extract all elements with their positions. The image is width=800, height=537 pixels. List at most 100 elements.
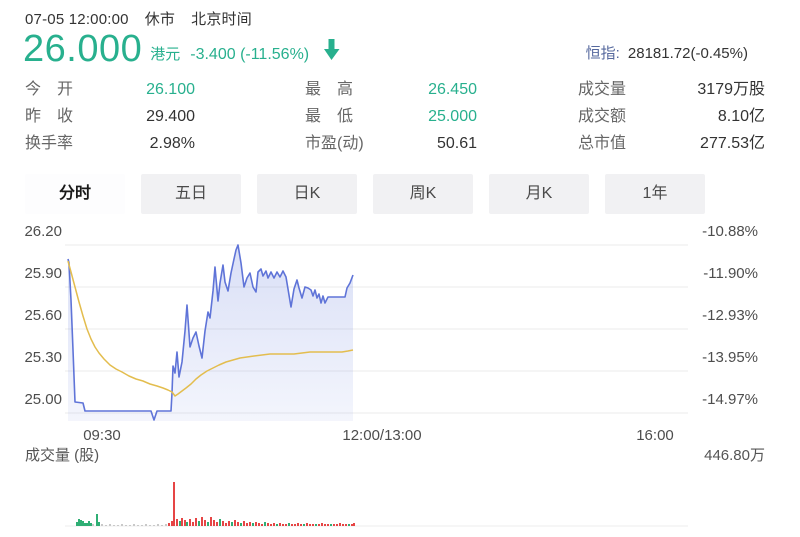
volume-bar <box>141 525 143 526</box>
stat-value: 8.10亿 <box>717 108 765 125</box>
volume-bar <box>117 525 119 526</box>
tab-day-k[interactable]: 日K <box>257 174 357 214</box>
volume-bar <box>207 522 209 526</box>
stat-row: 最 低 25.000 <box>305 103 477 130</box>
volume-bar <box>186 522 188 526</box>
volume-bar <box>249 522 251 526</box>
stat-row: 成交量 3179万股 <box>578 76 765 103</box>
stat-row: 成交额 8.10亿 <box>578 103 765 130</box>
volume-bar <box>330 524 332 526</box>
stat-value: 26.450 <box>428 81 477 98</box>
volume-bar <box>88 521 90 526</box>
x-axis-labels: 09:30 12:00/13:00 16:00 <box>83 427 674 444</box>
period-tabs: 分时 五日 日K 周K 月K 1年 <box>0 174 800 214</box>
volume-bars <box>65 482 688 527</box>
volume-bar <box>161 525 163 526</box>
volume-bar <box>101 524 103 526</box>
volume-bar <box>213 520 215 526</box>
volume-max-value: 446.80万 <box>704 447 765 464</box>
stat-label: 今 开 <box>25 81 74 98</box>
y-price-label: 25.60 <box>24 307 62 324</box>
volume-bar <box>339 523 341 526</box>
tab-5day[interactable]: 五日 <box>141 174 241 214</box>
y-price-label: 26.20 <box>24 223 62 240</box>
volume-bar <box>228 521 230 526</box>
quote-meta-row: 07-05 12:00:00 休市 北京时间 <box>25 8 268 29</box>
volume-bar <box>165 524 167 526</box>
y-percent-label: -11.90% <box>703 265 758 282</box>
volume-bar <box>345 524 347 526</box>
volume-bar <box>321 523 323 526</box>
down-arrow-icon <box>323 39 340 65</box>
volume-bar <box>137 525 139 526</box>
tab-1year[interactable]: 1年 <box>605 174 705 214</box>
volume-bar <box>297 523 299 526</box>
y-percent-label: -12.93% <box>702 307 758 324</box>
x-time-label: 09:30 <box>83 427 121 444</box>
volume-bar <box>90 523 92 526</box>
stat-row: 今 开 26.100 <box>25 76 195 103</box>
volume-bar <box>353 523 355 526</box>
volume-bar <box>179 521 181 526</box>
volume-bar <box>351 524 353 526</box>
stat-label: 成交量 <box>578 81 627 98</box>
stat-label: 总市值 <box>578 135 627 152</box>
volume-bar <box>78 519 80 526</box>
volume-bar <box>201 517 203 526</box>
y-axis-price-labels: 26.20 25.90 25.60 25.30 25.00 <box>24 223 62 408</box>
volume-bar <box>157 524 159 526</box>
currency-label: 港元 <box>150 46 181 63</box>
tab-minute[interactable]: 分时 <box>25 174 125 214</box>
x-time-label: 12:00/13:00 <box>342 427 421 444</box>
volume-bar <box>171 521 173 526</box>
tab-month-k[interactable]: 月K <box>489 174 589 214</box>
stat-column: 最 高 26.450 最 低 25.000 市盈(动) 50.61 <box>305 76 477 157</box>
volume-bar <box>86 523 88 526</box>
volume-bar <box>234 520 236 526</box>
volume-bar <box>327 524 329 526</box>
x-time-label: 16:00 <box>636 427 674 444</box>
stat-label: 成交额 <box>578 108 627 125</box>
stat-label: 市盈(动) <box>305 135 364 152</box>
volume-bar <box>153 525 155 526</box>
volume-header: 成交量 (股) 446.80万 <box>0 444 800 464</box>
stat-value: 3179万股 <box>697 81 765 98</box>
hang-seng-index[interactable]: 恒指: 28181.72(-0.45%) <box>586 42 748 63</box>
volume-bar <box>261 524 263 526</box>
timezone-label: 北京时间 <box>191 11 252 28</box>
volume-bar <box>168 523 170 526</box>
stat-column: 今 开 26.100 昨 收 29.400 换手率 2.98% <box>25 76 195 157</box>
volume-bar <box>309 524 311 526</box>
index-value: 28181.72(-0.45%) <box>627 45 748 62</box>
volume-bar <box>267 523 269 526</box>
price-chart[interactable]: 26.20 25.90 25.60 25.30 25.00 -10.88% -11.90%… <box>0 220 800 444</box>
volume-bar <box>264 522 266 526</box>
volume-bar <box>258 523 260 526</box>
volume-bar <box>192 522 194 526</box>
volume-bar <box>348 524 350 526</box>
volume-bar <box>237 522 239 526</box>
y-percent-label: -13.95% <box>702 349 758 366</box>
tab-week-k[interactable]: 周K <box>373 174 473 214</box>
y-price-label: 25.90 <box>24 265 62 282</box>
volume-bar <box>255 522 257 526</box>
volume-bar <box>231 522 233 526</box>
volume-bar <box>76 522 78 526</box>
stat-label: 最 低 <box>305 108 354 125</box>
volume-bar <box>276 524 278 526</box>
volume-bar <box>176 519 178 526</box>
volume-bar <box>129 525 131 526</box>
volume-title: 成交量 (股) <box>25 447 100 464</box>
stat-value: 2.98% <box>149 135 195 152</box>
volume-bar <box>240 523 242 526</box>
volume-bar <box>113 525 115 526</box>
volume-bar <box>82 521 84 526</box>
volume-bar <box>121 524 123 526</box>
stat-value: 29.400 <box>146 108 195 125</box>
volume-chart[interactable] <box>0 470 800 532</box>
stat-row: 换手率 2.98% <box>25 130 195 157</box>
volume-bar <box>84 523 86 526</box>
volume-bar <box>80 520 82 526</box>
volume-bar <box>291 524 293 526</box>
